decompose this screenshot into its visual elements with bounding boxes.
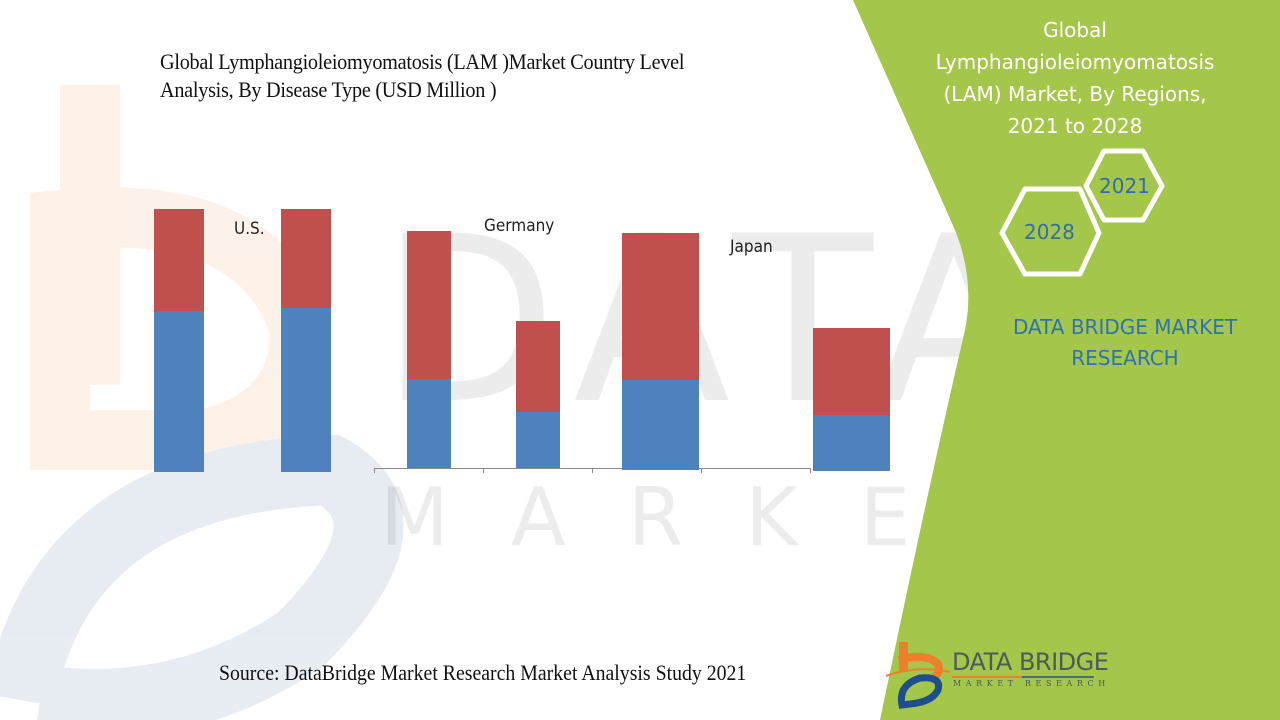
side-title-line: Lymphangioleiomyomatosis xyxy=(935,50,1215,74)
bar-us-2 xyxy=(281,209,331,472)
bar-segment-red xyxy=(622,233,699,380)
label-japan: Japan xyxy=(730,237,773,257)
bar-segment-blue xyxy=(516,412,560,468)
bar-germany-2 xyxy=(516,321,560,468)
brand-name: DATA BRIDGE MARKET RESEARCH xyxy=(970,312,1280,374)
brand-line: RESEARCH xyxy=(1071,346,1179,370)
bar-segment-red xyxy=(813,328,890,415)
hexagon-2028 xyxy=(999,186,1102,277)
side-title-line: Global xyxy=(1043,18,1107,42)
logo-rule-orange xyxy=(952,676,1072,678)
logo-rule-blue xyxy=(1022,676,1094,678)
hex-year-2021: 2021 xyxy=(1099,174,1150,198)
label-us: U.S. xyxy=(234,219,265,239)
bar-segment-blue xyxy=(813,415,890,471)
hexagon-2021 xyxy=(1083,148,1165,223)
axis-tick xyxy=(810,468,811,473)
chart-title-line1: Global Lymphangioleiomyomatosis (LAM )Ma… xyxy=(160,49,685,74)
axis-tick xyxy=(483,468,484,473)
bar-us-1 xyxy=(154,209,204,472)
hex-year-2028: 2028 xyxy=(1024,220,1075,244)
side-panel-title: Global Lymphangioleiomyomatosis (LAM) Ma… xyxy=(900,14,1250,142)
chart-title: Global Lymphangioleiomyomatosis (LAM )Ma… xyxy=(160,48,786,104)
source-note: Source: DataBridge Market Research Marke… xyxy=(219,660,747,685)
side-title-line: (LAM) Market, By Regions, xyxy=(943,82,1207,106)
axis-tick xyxy=(592,468,593,473)
green-side-panel xyxy=(853,0,1280,720)
bar-segment-blue xyxy=(622,380,699,470)
bar-japan-1 xyxy=(813,328,890,471)
bar-segment-blue xyxy=(154,311,204,472)
bar-segment-red xyxy=(407,231,451,379)
bar-segment-red xyxy=(281,209,331,308)
bar-segment-red xyxy=(516,321,560,412)
label-germany: Germany xyxy=(484,216,555,236)
bar-segment-red xyxy=(154,209,204,311)
side-title-line: 2021 to 2028 xyxy=(1007,114,1143,138)
logo-wordmark: DATA BRIDGE xyxy=(952,648,1109,676)
bar-segment-blue xyxy=(281,308,331,472)
logo-subtitle: MARKET RESEARCH xyxy=(953,679,1110,688)
bar-germany-1 xyxy=(407,231,451,468)
chart-title-line2: Analysis, By Disease Type (USD Million ) xyxy=(160,77,497,102)
bar-germany-3 xyxy=(622,233,699,470)
axis-tick xyxy=(701,468,702,473)
data-bridge-logo-icon xyxy=(885,642,951,709)
axis-tick xyxy=(374,468,375,473)
brand-line: DATA BRIDGE MARKET xyxy=(1012,315,1238,339)
bar-segment-blue xyxy=(407,379,451,468)
